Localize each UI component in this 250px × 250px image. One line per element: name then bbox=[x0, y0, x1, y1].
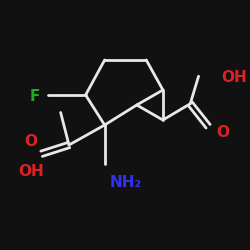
Text: O: O bbox=[216, 125, 229, 140]
Text: O: O bbox=[24, 134, 38, 149]
Text: OH: OH bbox=[18, 164, 44, 179]
Text: OH: OH bbox=[221, 70, 247, 85]
Text: F: F bbox=[29, 89, 40, 104]
Text: NH₂: NH₂ bbox=[110, 175, 142, 190]
